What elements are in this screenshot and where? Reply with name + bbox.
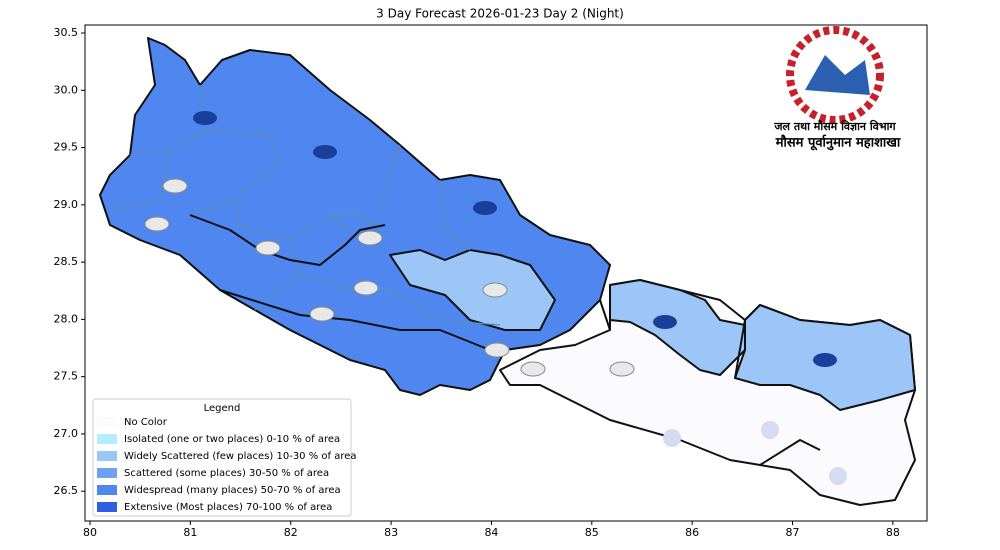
x-tick-label: 88 (886, 526, 900, 539)
legend-label: Scattered (some places) 30-50 % of area (124, 468, 329, 479)
map (99, 37, 916, 506)
weather-icons (144, 111, 847, 485)
y-tick-label: 27.5 (54, 370, 79, 383)
legend-swatch (97, 434, 117, 444)
province-lines (189, 214, 821, 466)
legend-box (92, 398, 352, 517)
y-tick-label: 26.5 (54, 484, 79, 497)
legend-label: Widespread (many places) 50-70 % of area (124, 485, 341, 496)
x-tick-label: 87 (786, 526, 800, 539)
y-tick-label: 30.5 (54, 26, 79, 39)
legend-swatch (97, 451, 117, 461)
legend-label: Extensive (Most places) 70-100 % of area (124, 502, 332, 513)
legend-label: No Color (124, 417, 168, 428)
eastern-light-area (609, 279, 746, 376)
y-tick-label: 28.0 (54, 312, 79, 325)
legend: Legend No Color Isolated (one or two plac… (92, 398, 357, 517)
emblem-mountain (805, 55, 870, 95)
x-tick-label: 85 (585, 526, 599, 539)
y-tick-label: 30.0 (54, 83, 79, 96)
legend-swatch (97, 417, 117, 427)
legend-swatch (97, 485, 117, 495)
y-tick-label: 27.0 (54, 427, 79, 440)
x-tick-label: 80 (83, 526, 97, 539)
title: 3 Day Forecast 2026-01-23 Day 2 (Night) (376, 7, 624, 21)
x-tick-label: 86 (685, 526, 699, 539)
legend-swatch (97, 468, 117, 478)
moon-icon (663, 421, 847, 485)
legend-swatch (97, 502, 117, 512)
x-tick-label: 83 (384, 526, 398, 539)
legend-label: Isolated (one or two places) 0-10 % of a… (124, 434, 340, 445)
gandaki-light-area (389, 249, 556, 331)
rain-icon (144, 178, 635, 377)
legend-label: Widely Scattered (few places) 10-30 % of… (124, 451, 357, 462)
y-tick-label: 29.0 (54, 198, 79, 211)
logo-line2: मौसम पूर्वानुमान महाशाखा (775, 135, 901, 151)
legend-title: Legend (204, 403, 241, 414)
snow-icon (193, 111, 837, 367)
logo: जल तथा मौसम विज्ञान विभाग मौसम पूर्वानुम… (773, 26, 901, 151)
x-tick-label: 82 (284, 526, 298, 539)
x-tick-label: 84 (484, 526, 498, 539)
logo-line1: जल तथा मौसम विज्ञान विभाग (773, 119, 896, 133)
y-tick-label: 28.5 (54, 255, 79, 268)
x-tick-label: 81 (183, 526, 197, 539)
y-tick-label: 29.5 (54, 141, 79, 154)
